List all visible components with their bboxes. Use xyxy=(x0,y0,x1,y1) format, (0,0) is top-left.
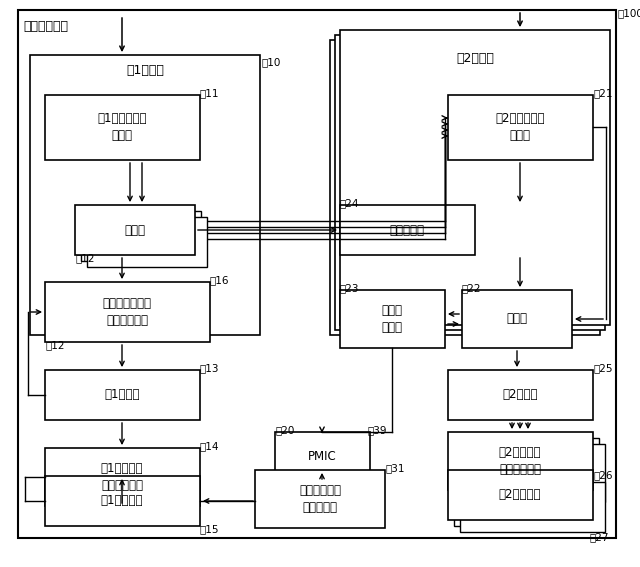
Bar xyxy=(448,95,593,160)
Text: 通知部: 通知部 xyxy=(125,223,145,236)
Bar xyxy=(255,470,385,528)
Text: 通知受信部: 通知受信部 xyxy=(390,223,424,236)
Bar xyxy=(460,444,605,502)
Bar xyxy=(45,370,200,420)
Text: ＼31: ＼31 xyxy=(385,463,404,473)
Bar xyxy=(87,217,207,267)
Text: PMIC: PMIC xyxy=(308,451,337,463)
Text: ＼23: ＼23 xyxy=(340,283,360,293)
Bar xyxy=(330,40,600,335)
Bar xyxy=(45,476,200,526)
Bar xyxy=(75,205,195,255)
Text: ＼24: ＼24 xyxy=(340,198,360,208)
Bar xyxy=(335,35,605,330)
Text: 第1リクエスト
処理部: 第1リクエスト 処理部 xyxy=(97,112,147,142)
Text: ＼13: ＼13 xyxy=(200,363,220,373)
Text: 第1デバイス: 第1デバイス xyxy=(100,494,143,507)
Text: 第2実行部: 第2実行部 xyxy=(502,388,538,401)
Text: ＼15: ＼15 xyxy=(200,524,220,534)
Text: 第2デバイス: 第2デバイス xyxy=(499,489,541,501)
Text: ＼11: ＼11 xyxy=(200,88,220,98)
Bar xyxy=(454,476,599,526)
Text: ＼26: ＼26 xyxy=(593,470,612,480)
Text: クロック制御
モジュール: クロック制御 モジュール xyxy=(299,484,341,514)
Text: ＼12: ＼12 xyxy=(45,340,65,350)
Bar xyxy=(454,438,599,496)
Text: 第2デバイス
コントローラ: 第2デバイス コントローラ xyxy=(499,446,541,476)
Bar xyxy=(45,448,200,506)
Text: ＼22: ＼22 xyxy=(462,283,481,293)
Text: ＼39: ＼39 xyxy=(368,425,387,435)
Bar xyxy=(448,470,593,520)
Bar xyxy=(45,95,200,160)
Text: 第2リクエスト
処理部: 第2リクエスト 処理部 xyxy=(495,112,545,142)
Bar xyxy=(275,432,370,482)
Bar xyxy=(462,290,572,348)
Text: 第1デバイス
コントローラ: 第1デバイス コントローラ xyxy=(100,462,143,492)
Bar xyxy=(81,211,201,261)
Text: 第1実行部: 第1実行部 xyxy=(104,388,140,401)
Bar xyxy=(448,370,593,420)
Bar xyxy=(45,282,210,342)
Bar xyxy=(30,55,260,335)
Text: アクティブ状態
フラグ管理部: アクティブ状態 フラグ管理部 xyxy=(102,297,152,327)
Text: 情報処理装置: 情報処理装置 xyxy=(23,19,68,32)
Text: ＼25: ＼25 xyxy=(593,363,612,373)
Text: ＼16: ＼16 xyxy=(210,275,230,285)
Bar xyxy=(340,205,475,255)
Text: ＼100: ＼100 xyxy=(617,8,640,18)
Bar xyxy=(448,432,593,490)
Text: ＼12: ＼12 xyxy=(75,253,95,263)
Bar xyxy=(340,290,445,348)
Text: ＼27: ＼27 xyxy=(590,532,609,542)
Bar xyxy=(460,482,605,532)
Text: ＼20: ＼20 xyxy=(275,425,294,435)
Text: 記憶部: 記憶部 xyxy=(506,312,527,325)
Text: ＼14: ＼14 xyxy=(200,441,220,451)
Text: タイマ
設定部: タイマ 設定部 xyxy=(381,304,403,334)
Text: 第1制御部: 第1制御部 xyxy=(126,65,164,78)
Bar xyxy=(340,30,610,325)
Text: 第2制御部: 第2制御部 xyxy=(456,53,494,66)
Text: ＼21: ＼21 xyxy=(593,88,612,98)
Text: ＼10: ＼10 xyxy=(262,57,282,67)
